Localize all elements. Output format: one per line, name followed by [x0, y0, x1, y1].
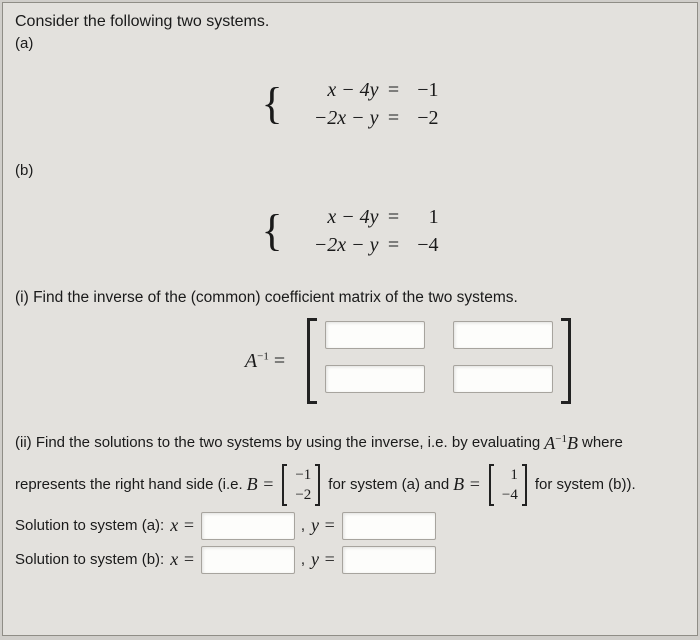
- matrix-input-12[interactable]: [453, 321, 553, 349]
- eq-sign: =: [379, 206, 409, 229]
- eq-lhs: −2x − y: [289, 234, 379, 257]
- system-a: { x − 4y = −1 −2x − y = −2: [15, 76, 685, 132]
- eq-rhs: 1: [409, 206, 439, 229]
- vector-a: −1 −2: [280, 464, 322, 506]
- matrix-input-22[interactable]: [453, 365, 553, 393]
- matrix-brackets: [303, 317, 575, 405]
- y-equals: y =: [311, 549, 336, 570]
- text-segment: for system (a) and: [328, 473, 449, 497]
- solution-b-y-input[interactable]: [342, 546, 436, 574]
- eq-rhs: −4: [409, 234, 439, 257]
- left-bracket-icon: [280, 464, 287, 506]
- text-segment: for system (b)).: [535, 473, 636, 497]
- right-bracket-icon: [315, 464, 322, 506]
- equation-row: x − 4y = 1: [289, 203, 439, 231]
- eq-lhs: x − 4y: [289, 79, 379, 102]
- equation-row: −2x − y = −4: [289, 231, 439, 259]
- right-bracket-icon: [522, 464, 529, 506]
- eq-sign: =: [379, 234, 409, 257]
- question-page: Consider the following two systems. (a) …: [2, 2, 698, 636]
- matrix-input-11[interactable]: [325, 321, 425, 349]
- brace-icon: {: [261, 82, 282, 126]
- solution-b-row: Solution to system (b): x = , y =: [15, 546, 685, 574]
- solution-b-label: Solution to system (b):: [15, 551, 164, 568]
- comma: ,: [301, 551, 305, 568]
- B-equals: B =: [453, 470, 481, 499]
- brace-icon: {: [261, 209, 282, 253]
- vector-entry: −1: [291, 465, 311, 485]
- exp-neg1: −1: [555, 433, 567, 445]
- y-equals: y =: [311, 515, 336, 536]
- text-segment: where: [582, 431, 623, 455]
- solution-a-row: Solution to system (a): x = , y =: [15, 512, 685, 540]
- x-equals: x =: [170, 549, 195, 570]
- solution-a-y-input[interactable]: [342, 512, 436, 540]
- var-B: B: [567, 433, 578, 453]
- B-equals: B =: [247, 470, 275, 499]
- solution-b-x-input[interactable]: [201, 546, 295, 574]
- part-b-label: (b): [15, 162, 685, 179]
- eq-lhs: x − 4y: [289, 206, 379, 229]
- left-bracket-icon: [487, 464, 494, 506]
- inverse-matrix-entry: A−1 =: [135, 317, 685, 405]
- eq-lhs: −2x − y: [289, 107, 379, 130]
- part-ii-line2: represents the right hand side (i.e. B =…: [15, 464, 685, 506]
- expr-AinvB: A−1B: [544, 429, 578, 458]
- exp-neg1: −1: [257, 350, 269, 362]
- a-inverse-label: A−1 =: [245, 350, 285, 373]
- eq-sign: =: [379, 79, 409, 102]
- solution-a-label: Solution to system (a):: [15, 517, 164, 534]
- vector-entry: −4: [498, 485, 518, 505]
- vector-entry: 1: [498, 465, 518, 485]
- eq-rhs: −1: [409, 79, 439, 102]
- solution-a-x-input[interactable]: [201, 512, 295, 540]
- equals-sign: =: [269, 350, 285, 372]
- eq-sign: =: [379, 107, 409, 130]
- text-segment: (ii) Find the solutions to the two syste…: [15, 431, 540, 455]
- equation-row: x − 4y = −1: [289, 76, 439, 104]
- vector-entry: −2: [291, 485, 311, 505]
- part-ii-line1: (ii) Find the solutions to the two syste…: [15, 429, 685, 458]
- text-segment: represents the right hand side (i.e.: [15, 473, 243, 497]
- part-i-prompt: (i) Find the inverse of the (common) coe…: [15, 289, 685, 307]
- comma: ,: [301, 517, 305, 534]
- system-b: { x − 4y = 1 −2x − y = −4: [15, 203, 685, 259]
- x-equals: x =: [170, 515, 195, 536]
- question-header: Consider the following two systems.: [15, 13, 685, 31]
- var-A: A: [245, 350, 257, 372]
- part-a-label: (a): [15, 35, 685, 52]
- left-bracket-icon: [303, 318, 317, 404]
- var-A: A: [544, 433, 555, 453]
- eq-rhs: −2: [409, 107, 439, 130]
- vector-b: 1 −4: [487, 464, 529, 506]
- matrix-input-21[interactable]: [325, 365, 425, 393]
- equation-row: −2x − y = −2: [289, 104, 439, 132]
- right-bracket-icon: [561, 318, 575, 404]
